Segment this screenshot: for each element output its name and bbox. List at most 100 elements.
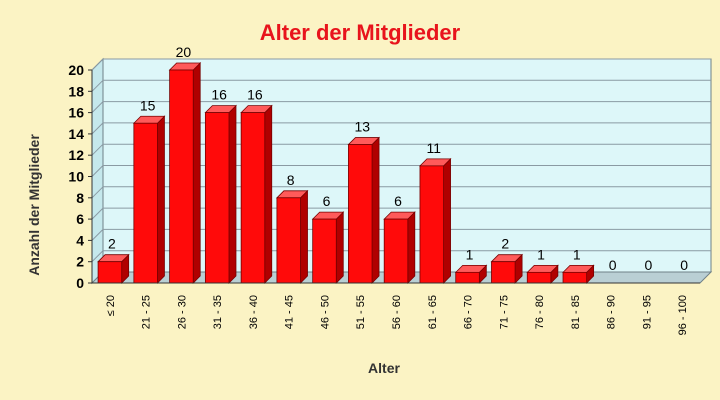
y-tick-label: 18 <box>68 83 84 99</box>
bar <box>168 62 202 284</box>
gridline-side <box>91 250 104 263</box>
bar <box>240 104 273 284</box>
bar <box>275 189 309 284</box>
x-tick-label: 91 - 95 <box>641 295 653 329</box>
bar-front <box>133 122 158 284</box>
data-label: 1 <box>466 246 474 262</box>
x-tick-label: 76 - 80 <box>534 295 546 329</box>
bar-front <box>169 69 194 284</box>
bar-side <box>157 115 165 284</box>
bar-front <box>526 271 552 284</box>
y-axis-title: Anzahl der Mitglieder <box>26 134 42 276</box>
y-tick-label: 10 <box>68 169 84 185</box>
bar <box>97 253 130 284</box>
data-label: 0 <box>644 257 652 273</box>
bar-front <box>348 144 373 284</box>
data-label: 1 <box>537 246 545 262</box>
y-tick-label: 16 <box>68 105 84 121</box>
data-label: 16 <box>211 87 227 103</box>
gridline-side <box>91 207 104 220</box>
x-tick-label: 81 - 85 <box>570 295 582 329</box>
bar <box>204 104 237 284</box>
data-label: 0 <box>609 257 617 273</box>
bar-front <box>383 218 409 284</box>
gridline-side <box>91 101 104 113</box>
bar-side <box>371 136 380 284</box>
bar <box>383 211 416 284</box>
bar <box>418 157 452 284</box>
y-tick-label: 8 <box>76 190 84 206</box>
bar <box>454 264 488 284</box>
x-tick-label: 26 - 30 <box>176 295 188 329</box>
x-tick-label: 31 - 35 <box>212 295 224 329</box>
x-tick-label: 46 - 50 <box>319 295 331 329</box>
x-tick-label: ≤ 20 <box>105 295 117 316</box>
bar-front <box>240 112 266 284</box>
bar-front <box>562 271 588 284</box>
bar-side <box>443 157 451 284</box>
x-tick-label: 61 - 65 <box>427 295 439 329</box>
gridline-side <box>91 58 104 71</box>
data-label: 0 <box>680 257 688 273</box>
bar-side <box>407 211 416 284</box>
bar <box>132 115 166 284</box>
y-tick-label: 12 <box>68 147 84 163</box>
gridline-side <box>91 143 104 156</box>
bars <box>97 62 595 284</box>
x-tick-label: 96 - 100 <box>677 295 689 335</box>
y-tick-label: 20 <box>68 62 84 78</box>
data-label: 2 <box>501 236 509 252</box>
data-label: 8 <box>287 172 295 188</box>
gridline-side <box>91 165 104 177</box>
x-tick-label: 21 - 25 <box>141 295 153 329</box>
bar-side <box>300 189 308 284</box>
y-tick-label: 4 <box>76 232 84 248</box>
bar-front <box>491 261 516 284</box>
bar-front <box>276 197 301 284</box>
bar-side <box>192 62 201 284</box>
bar-side <box>264 104 273 284</box>
y-tick-label: 2 <box>76 254 84 270</box>
bar <box>490 253 524 284</box>
gridline-side <box>91 122 104 135</box>
gridline-side <box>91 186 104 199</box>
x-tick-label: 86 - 90 <box>606 295 618 329</box>
x-tick-label: 36 - 40 <box>248 295 260 329</box>
data-label: 20 <box>176 44 192 60</box>
x-tick-label: 51 - 55 <box>355 295 367 329</box>
y-tick-label: 14 <box>68 126 84 142</box>
x-tick-label: 71 - 75 <box>498 295 510 329</box>
gridline-side <box>91 229 104 241</box>
x-tick-label: 56 - 60 <box>391 295 403 329</box>
bar-front <box>97 261 123 284</box>
data-label: 11 <box>426 140 441 156</box>
bar-front <box>455 271 480 284</box>
gridline-side <box>91 79 104 92</box>
data-label: 6 <box>323 193 331 209</box>
data-label: 1 <box>573 246 581 262</box>
bar <box>347 136 381 284</box>
x-tick-label: 41 - 45 <box>284 295 296 329</box>
x-axis-title: Alter <box>368 360 400 376</box>
data-label: 15 <box>140 97 156 113</box>
y-tick-label: 0 <box>76 275 84 291</box>
bar-side <box>335 211 344 284</box>
data-label: 6 <box>394 193 402 209</box>
bar-front <box>312 218 337 284</box>
data-label: 16 <box>247 87 263 103</box>
data-label: 13 <box>354 119 370 135</box>
x-axis-ticks: ≤ 20 21 - 25 26 - 30 31 - 35 36 - 40 41 - 45 4… <box>105 295 689 335</box>
bar-front <box>204 112 230 284</box>
bar-side <box>228 104 237 284</box>
x-tick-label: 66 - 70 <box>463 295 475 329</box>
bar <box>526 264 559 284</box>
bar <box>562 264 595 284</box>
data-label: 2 <box>108 236 116 252</box>
y-tick-label: 6 <box>76 211 84 227</box>
bar-front <box>419 165 444 284</box>
bar <box>311 211 345 284</box>
